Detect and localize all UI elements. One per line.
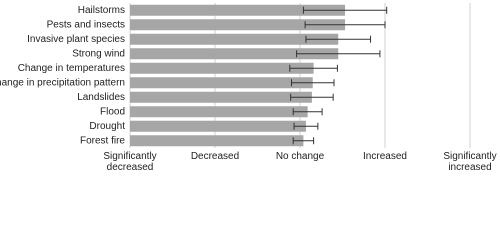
y-tick-label: Flood: [100, 106, 125, 117]
x-tick-label: Significantly increased: [443, 151, 497, 173]
y-tick-label: Pests and insects: [47, 19, 125, 30]
bar: [130, 62, 314, 74]
plot: Hailstorms Pests and insects Invasive plan…: [0, 3, 471, 148]
bar: [130, 106, 308, 118]
y-tick-label: Change in temperatures: [18, 63, 125, 74]
y-tick-label: Strong wind: [72, 48, 125, 59]
y-tick-label: Change in precipitation pattern: [0, 77, 125, 88]
y-tick-label: Hailstorms: [78, 5, 125, 16]
x-tick-label: Significantly decreased: [103, 151, 157, 173]
y-tick-label: Drought: [89, 121, 125, 132]
bar: [130, 135, 304, 147]
y-tick-label: Landslides: [77, 92, 125, 103]
bar: [130, 33, 339, 45]
bar: [130, 77, 313, 89]
bar: [130, 48, 339, 60]
x-tick-label: Increased: [363, 151, 407, 162]
x-tick-label: Decreased: [190, 151, 240, 162]
y-tick-label: Invasive plant species: [27, 34, 125, 45]
y-tick-label: Forest fire: [80, 135, 125, 146]
x-tick-label: No change: [275, 151, 325, 162]
bar: [130, 4, 346, 16]
bar: [130, 91, 312, 103]
chart: Hailstorms Pests and insects Invasive plan…: [0, 3, 497, 173]
bar: [130, 120, 306, 132]
bar: [130, 19, 346, 31]
